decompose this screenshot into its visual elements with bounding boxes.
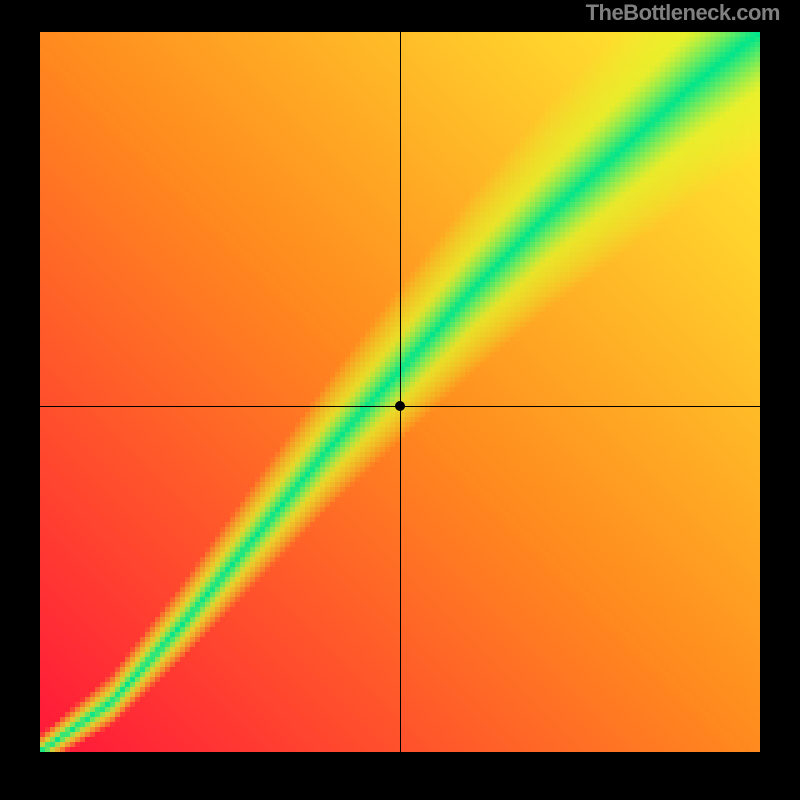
watermark-text: TheBottleneck.com [586,0,780,26]
chart-container: TheBottleneck.com [0,0,800,800]
crosshair-vertical [400,32,401,752]
